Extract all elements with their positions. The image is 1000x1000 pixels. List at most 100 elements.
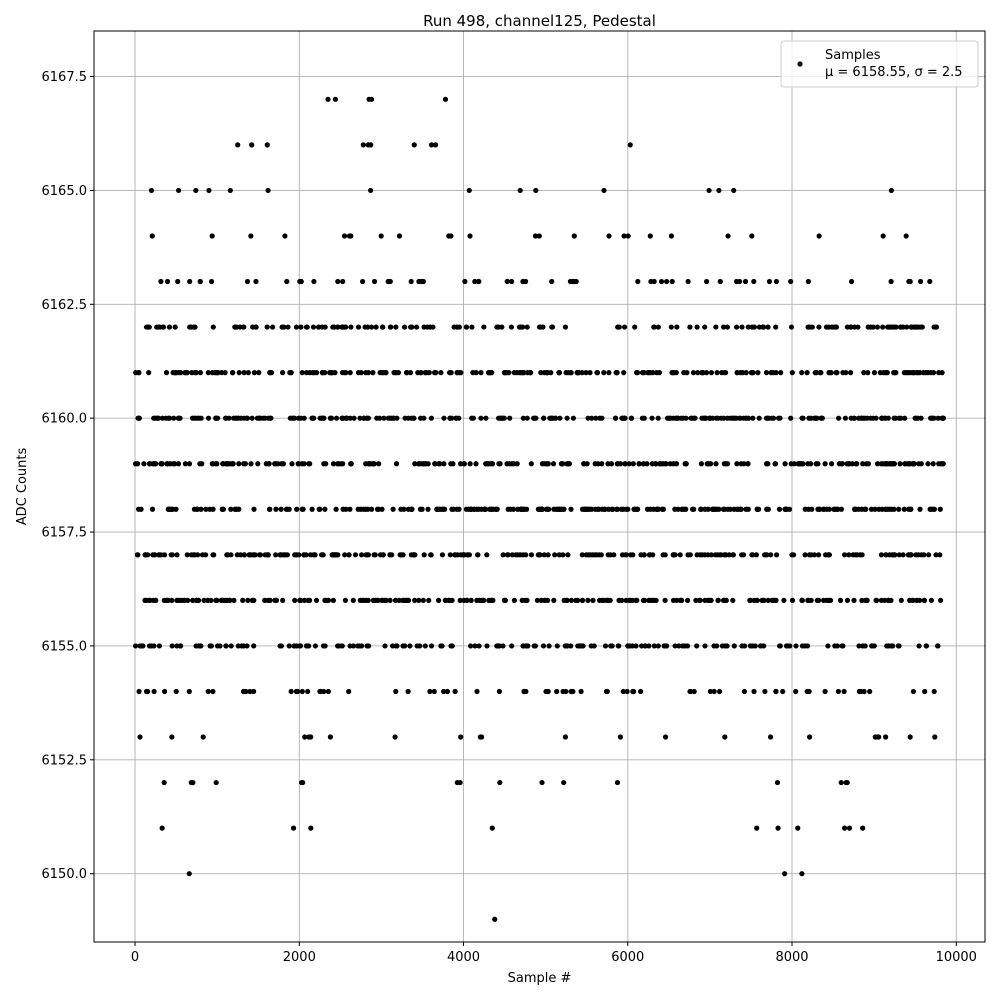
data-point	[816, 324, 822, 330]
data-point	[348, 324, 354, 330]
data-point	[896, 506, 902, 512]
data-point	[896, 643, 902, 649]
data-point	[231, 597, 237, 603]
data-point	[768, 734, 774, 740]
data-point	[859, 552, 865, 558]
data-point	[177, 597, 183, 603]
data-point	[441, 688, 447, 695]
data-point	[256, 552, 263, 558]
data-point	[425, 461, 431, 467]
data-point	[205, 597, 211, 603]
data-point	[492, 916, 498, 922]
data-point	[723, 461, 729, 467]
data-point	[325, 688, 331, 695]
data-point	[496, 461, 502, 467]
data-point	[441, 415, 447, 421]
y-tick-label: 6165.0	[42, 184, 88, 199]
data-point	[922, 688, 928, 695]
data-point	[642, 643, 648, 649]
data-point	[463, 506, 469, 512]
data-point	[310, 324, 317, 330]
data-point	[734, 370, 740, 376]
data-point	[368, 187, 374, 194]
data-point	[561, 506, 567, 512]
data-point	[250, 552, 256, 558]
data-point	[753, 552, 760, 558]
data-point	[186, 871, 192, 877]
data-point	[567, 370, 574, 376]
data-point	[366, 461, 373, 467]
data-point	[714, 370, 720, 376]
data-point	[162, 688, 168, 695]
data-point	[317, 506, 323, 512]
data-point	[698, 506, 704, 512]
data-point	[605, 461, 611, 467]
data-point	[760, 597, 766, 603]
data-point	[878, 461, 885, 467]
data-point	[500, 643, 506, 649]
data-point	[619, 597, 625, 603]
data-point	[284, 552, 290, 558]
data-point	[730, 597, 736, 603]
data-point	[277, 643, 283, 649]
data-point	[629, 643, 636, 649]
data-point	[288, 688, 294, 695]
data-point	[136, 370, 142, 376]
data-point	[424, 324, 430, 330]
data-point	[883, 506, 889, 512]
data-point	[531, 643, 537, 649]
data-point	[765, 597, 771, 603]
data-point	[514, 461, 520, 467]
data-point	[524, 415, 530, 421]
data-point	[178, 643, 184, 649]
data-point	[294, 506, 300, 512]
data-point	[473, 461, 479, 467]
data-point	[640, 461, 647, 467]
data-point	[346, 233, 353, 239]
data-point	[273, 506, 279, 512]
data-point	[672, 643, 678, 649]
data-point	[765, 324, 771, 330]
data-point	[886, 324, 892, 330]
data-point	[360, 278, 366, 285]
data-point	[565, 552, 571, 558]
data-point	[862, 506, 868, 512]
data-point	[213, 415, 219, 421]
data-point	[563, 597, 569, 603]
data-point	[799, 643, 806, 649]
data-point	[672, 506, 678, 512]
data-point	[774, 779, 781, 786]
data-point	[549, 324, 555, 330]
data-point	[181, 597, 187, 603]
data-point	[135, 461, 141, 467]
data-point	[714, 643, 720, 649]
data-point	[935, 415, 941, 421]
data-point	[811, 552, 818, 558]
data-point	[468, 643, 474, 649]
data-point	[159, 825, 165, 831]
data-point	[293, 688, 299, 695]
data-point	[625, 233, 631, 239]
data-point	[878, 552, 885, 558]
data-point	[579, 552, 585, 558]
data-point	[390, 506, 396, 512]
data-point	[883, 552, 889, 558]
data-point	[374, 415, 380, 421]
data-point	[148, 187, 155, 194]
data-point	[602, 506, 608, 512]
data-point	[918, 278, 924, 285]
data-point	[888, 643, 894, 649]
data-point	[888, 187, 894, 194]
data-point	[519, 370, 526, 376]
data-point	[267, 506, 273, 512]
data-point	[134, 552, 140, 558]
data-point	[874, 734, 880, 740]
data-point	[244, 415, 250, 421]
data-point	[854, 552, 860, 558]
data-point	[193, 187, 199, 194]
data-point	[706, 187, 712, 194]
data-point	[860, 643, 866, 649]
data-point	[837, 597, 844, 603]
data-point	[317, 688, 323, 695]
data-point	[316, 324, 322, 330]
